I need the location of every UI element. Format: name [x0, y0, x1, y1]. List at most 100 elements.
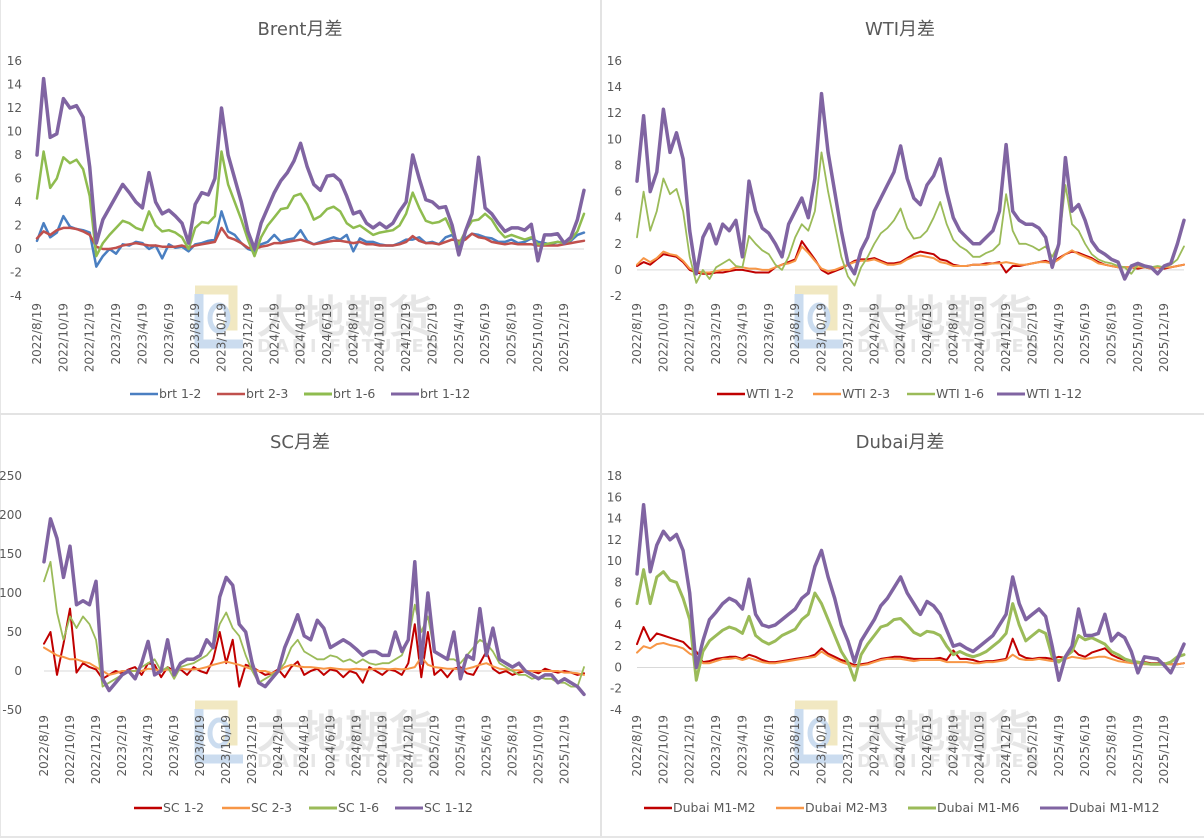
x-tick-label: 2023/10/19	[815, 303, 829, 372]
watermark-cn-text: 大地期货	[257, 707, 433, 758]
x-tick-label: 2025/6/19	[479, 715, 493, 777]
x-tick-label: 2023/12/19	[841, 303, 855, 372]
x-tick-label: 2025/8/19	[505, 303, 519, 365]
y-tick-label: 10	[607, 554, 622, 568]
x-tick-label: 2024/2/19	[271, 715, 285, 777]
y-tick-label: 100	[0, 586, 22, 600]
x-tick-label: 2023/10/19	[815, 715, 829, 784]
legend-label: SC 1-12	[424, 800, 473, 815]
x-tick-label: 2022/8/19	[630, 715, 644, 777]
series-line-sc-1-12	[42, 517, 586, 697]
panel-divider-vertical	[600, 0, 602, 838]
x-tick-label: 2024/6/19	[920, 303, 934, 365]
legend-label: SC 1-6	[338, 800, 379, 815]
watermark-logo-icon	[207, 717, 231, 749]
legend-label: Dubai M2-M3	[805, 800, 888, 815]
x-tick-label: 2024/4/19	[297, 715, 311, 777]
x-tick-label: 2025/4/19	[1052, 715, 1066, 777]
x-tick-label: 2022/8/19	[630, 303, 644, 365]
x-tick-label: 2024/2/19	[867, 303, 881, 365]
x-tick-label: 2023/8/19	[788, 715, 802, 777]
series-line-brt-1-2	[35, 210, 586, 268]
x-tick-label: 2025/12/19	[1157, 715, 1171, 784]
y-tick-label: 8	[614, 575, 622, 589]
x-tick-label: 2022/12/19	[83, 303, 97, 372]
series-line-wti-1-2	[636, 240, 1185, 275]
y-tick-label: 2	[614, 639, 622, 653]
x-tick-label: 2025/10/19	[531, 303, 545, 372]
frame-border-bottom	[0, 836, 1204, 838]
series-line-dubai-m1-m12	[635, 502, 1186, 682]
x-tick-label: 2023/4/19	[735, 715, 749, 777]
x-tick-label: 2025/4/19	[1052, 303, 1066, 365]
x-tick-label: 2024/4/19	[294, 303, 308, 365]
watermark-cn-text: 大地期货	[857, 292, 1033, 343]
y-tick-label: 8	[614, 158, 622, 172]
x-tick-label: 2024/6/19	[320, 303, 334, 365]
x-tick-label: 2022/8/19	[30, 303, 44, 365]
x-tick-label: 2023/12/19	[241, 303, 255, 372]
panel-divider-horizontal	[0, 413, 1204, 415]
watermark-cn-text: 大地期货	[857, 707, 1033, 758]
y-tick-label: 12	[607, 106, 622, 120]
x-tick-label: 2023/4/19	[735, 303, 749, 365]
y-tick-label: 12	[607, 533, 622, 547]
sc-chart-title: SC月差	[270, 432, 330, 453]
y-tick-label: 10	[607, 132, 622, 146]
brent-chart-title: Brent月差	[258, 19, 343, 40]
y-tick-label: 0	[14, 242, 22, 256]
y-tick-label: 250	[0, 469, 22, 483]
x-tick-label: 2023/12/19	[841, 715, 855, 784]
y-tick-label: 14	[7, 78, 22, 92]
legend-label: WTI 1-12	[1026, 386, 1082, 401]
y-tick-label: 6	[614, 597, 622, 611]
x-tick-label: 2024/8/19	[349, 715, 363, 777]
x-tick-label: 2025/2/19	[1025, 303, 1039, 365]
legend-label: SC 1-2	[163, 800, 204, 815]
y-tick-label: 200	[0, 508, 22, 522]
series-line-brt-2-3	[35, 226, 586, 251]
series-line-sc-1-6	[43, 560, 585, 688]
y-tick-label: 4	[614, 618, 622, 632]
series-line-dubai-m1-m6	[635, 568, 1186, 682]
x-tick-label: 2024/12/19	[999, 303, 1013, 372]
x-tick-label: 2022/10/19	[63, 715, 77, 784]
x-tick-label: 2022/12/19	[683, 303, 697, 372]
watermark-cn-text: 大地期货	[257, 292, 433, 343]
x-tick-label: 2025/8/19	[1105, 303, 1119, 365]
x-tick-label: 2024/2/19	[267, 303, 281, 365]
y-tick-label: 16	[7, 54, 22, 68]
x-tick-label: 2022/8/19	[37, 715, 51, 777]
x-tick-label: 2024/8/19	[946, 303, 960, 365]
x-tick-label: 2025/6/19	[1078, 303, 1092, 365]
y-tick-label: 14	[607, 80, 622, 94]
y-tick-label: 0	[614, 263, 622, 277]
series-line-dubai-m1-m2	[636, 626, 1185, 667]
legend-label: Dubai M1-M12	[1069, 800, 1160, 815]
series-line-wti-1-6	[636, 151, 1185, 287]
x-tick-label: 2022/12/19	[89, 715, 103, 784]
watermark-logo-icon	[807, 717, 831, 749]
y-tick-label: 150	[0, 547, 22, 561]
x-tick-label: 2024/10/19	[973, 715, 987, 784]
y-tick-label: 2	[14, 219, 22, 233]
y-tick-label: 4	[614, 211, 622, 225]
legend-label: Dubai M1-M2	[673, 800, 756, 815]
legend-label: brt 1-6	[333, 386, 375, 401]
x-tick-label: 2024/8/19	[346, 303, 360, 365]
dubai-chart-title: Dubai月差	[856, 432, 945, 453]
x-tick-label: 2025/6/19	[1078, 715, 1092, 777]
y-tick-label: 16	[607, 490, 622, 504]
x-tick-label: 2023/8/19	[188, 303, 202, 365]
legend-label: brt 1-12	[420, 386, 470, 401]
x-tick-label: 2025/10/19	[531, 715, 545, 784]
x-tick-label: 2025/2/19	[425, 303, 439, 365]
x-tick-label: 2023/4/19	[135, 303, 149, 365]
watermark-en-text: DADI FUTURES	[257, 751, 443, 772]
